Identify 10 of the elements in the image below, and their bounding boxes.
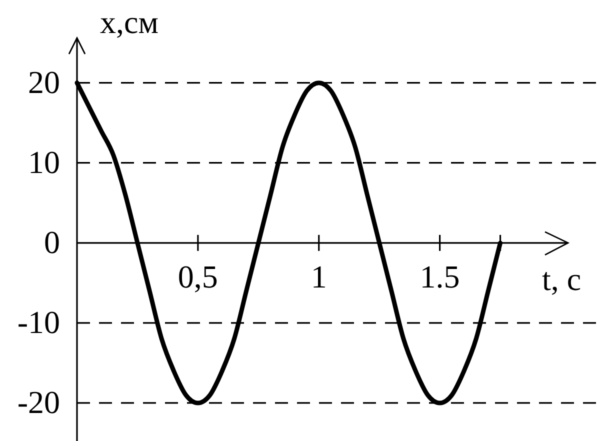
x-tick-label: 0,5 bbox=[178, 258, 218, 295]
x-tick-label: 1 bbox=[310, 258, 327, 295]
y-tick-label: 10 bbox=[28, 144, 60, 180]
y-tick-label: 0 bbox=[44, 224, 60, 260]
x-tick-label: 1.5 bbox=[420, 258, 460, 295]
x-axis-title: t, c bbox=[542, 260, 582, 297]
y-axis-title: x,см bbox=[100, 4, 158, 40]
y-tick-label: 20 bbox=[28, 64, 60, 100]
y-tick-label: -10 bbox=[17, 304, 60, 340]
y-tick-label: -20 bbox=[17, 384, 60, 420]
